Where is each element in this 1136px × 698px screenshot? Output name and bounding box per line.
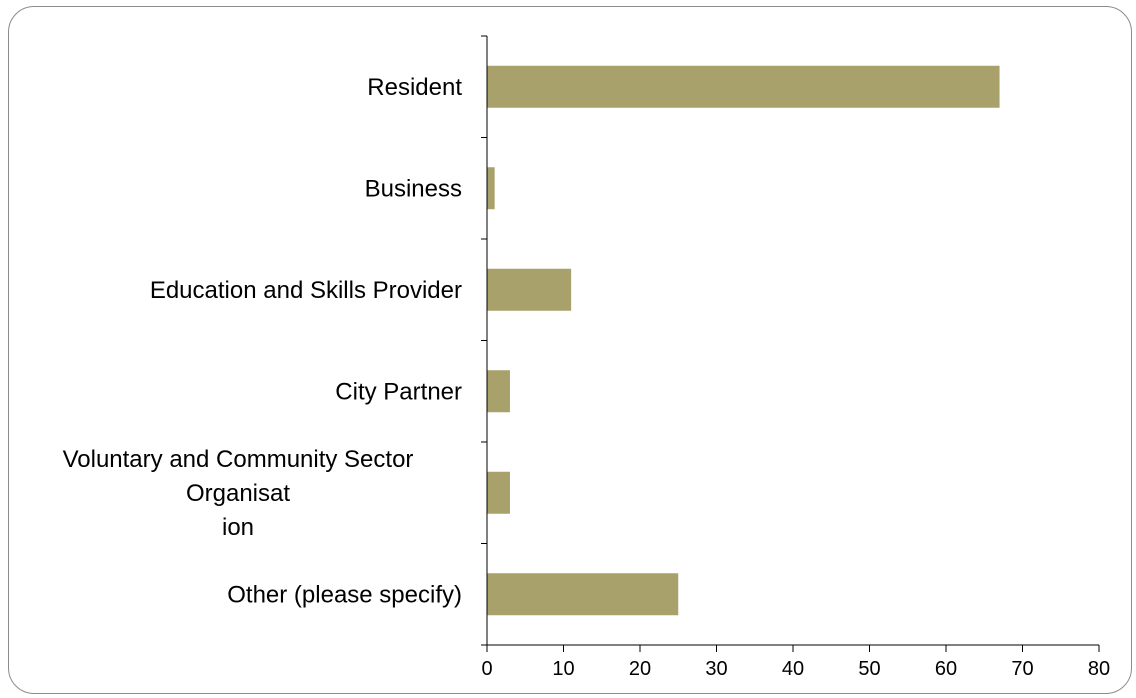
bar-3 (487, 370, 510, 413)
category-label-line: Voluntary and Community Sector (63, 446, 414, 473)
category-label: Resident (367, 74, 462, 101)
category-label: Education and Skills Provider (150, 277, 462, 304)
bar-5 (487, 573, 679, 616)
category-label-line: ion (222, 514, 254, 541)
bar-1 (487, 167, 495, 210)
bar-4 (487, 471, 510, 514)
category-label: Business (365, 175, 462, 202)
x-tick-label: 50 (858, 658, 880, 680)
category-label-line: Organisat (186, 480, 290, 507)
x-tick-label: 40 (782, 658, 804, 680)
x-tick-label: 20 (629, 658, 651, 680)
x-tick-label: 30 (705, 658, 727, 680)
category-label: Other (please specify) (227, 581, 462, 608)
bar-2 (487, 268, 572, 311)
bar-0 (487, 65, 1000, 108)
x-tick-label: 60 (935, 658, 957, 680)
x-tick-label: 0 (481, 658, 492, 680)
x-tick-label: 80 (1088, 658, 1110, 680)
x-tick-label: 70 (1011, 658, 1033, 680)
category-label: City Partner (335, 378, 462, 405)
x-tick-label: 10 (552, 658, 574, 680)
